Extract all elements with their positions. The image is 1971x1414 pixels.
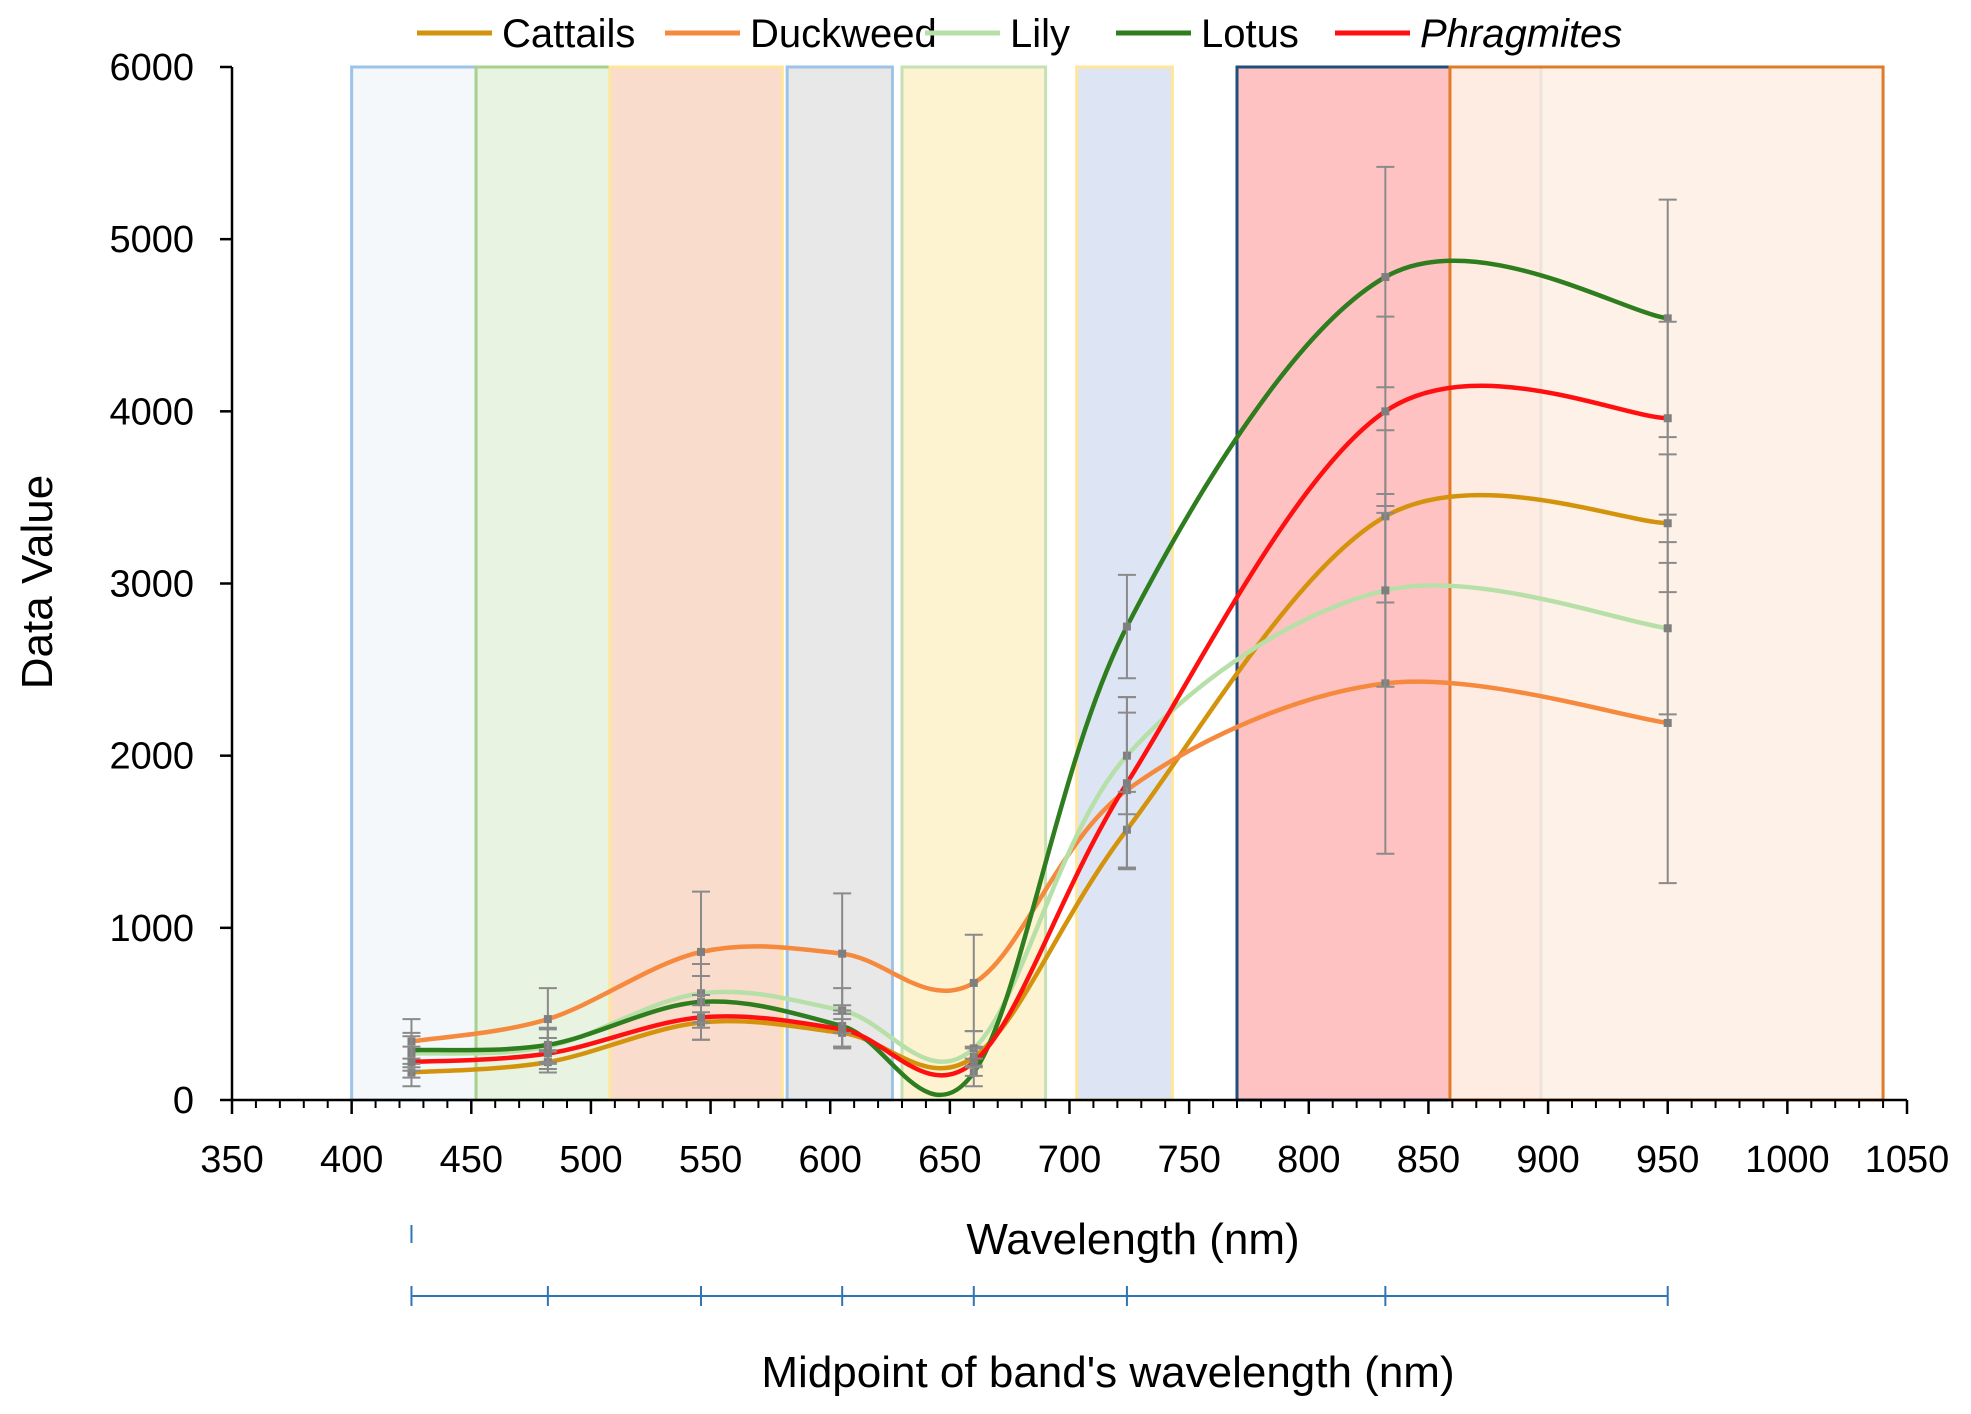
y-tick-label: 0: [173, 1080, 194, 1122]
legend-label-lotus: Lotus: [1201, 12, 1299, 56]
legend-label-duckweed: Duckweed: [750, 12, 937, 56]
band-rectangles: [350, 65, 1885, 1102]
x-tick-label: 900: [1516, 1139, 1579, 1181]
legend-label-phragmites: Phragmites: [1420, 12, 1622, 56]
x-tick-label: 500: [559, 1139, 622, 1181]
x-tick-label: 750: [1157, 1139, 1220, 1181]
y-tick-label: 4000: [109, 391, 194, 433]
data-point: [1381, 586, 1390, 595]
band-2: [474, 65, 612, 1102]
x-tick-label: 1000: [1745, 1139, 1830, 1181]
y-tick-label: 6000: [109, 47, 194, 89]
x-tick-label: 950: [1636, 1139, 1699, 1181]
data-point: [407, 1058, 416, 1067]
y-tick-label: 3000: [109, 564, 194, 606]
data-point: [1122, 779, 1131, 788]
data-point: [1663, 414, 1672, 423]
data-point: [969, 978, 978, 987]
data-point: [543, 1049, 552, 1058]
data-point: [1381, 273, 1390, 282]
x-tick-label: 350: [200, 1139, 263, 1181]
data-point: [697, 947, 705, 956]
legend: Cattails Duckweed Lily Lotus Phragmites: [417, 12, 1622, 56]
x-tick-label: 850: [1397, 1139, 1460, 1181]
legend-label-cattails: Cattails: [502, 12, 635, 56]
secondary-x-axis-title: Midpoint of band's wavelength (nm): [761, 1348, 1454, 1397]
x-tick-label: 1050: [1865, 1139, 1950, 1181]
x-tick-label: 400: [320, 1139, 383, 1181]
data-point: [969, 1058, 978, 1067]
data-point: [1381, 407, 1390, 416]
data-point: [697, 1013, 705, 1022]
data-point: [543, 1015, 552, 1024]
band-4: [785, 65, 894, 1102]
x-tick-label: 550: [679, 1139, 742, 1181]
data-point: [1122, 622, 1131, 631]
y-tick-label: 1000: [109, 908, 194, 950]
data-point: [1663, 718, 1672, 727]
y-axis-title: Data Value: [13, 475, 62, 689]
x-tick-label: 450: [440, 1139, 503, 1181]
x-tick-label: 700: [1038, 1139, 1101, 1181]
band-8: [1448, 65, 1885, 1102]
error-bars: [402, 165, 1677, 1088]
data-point: [1663, 624, 1672, 633]
band-1: [350, 65, 478, 1102]
band-3: [608, 65, 784, 1102]
x-tick-label: 600: [799, 1139, 862, 1181]
data-point: [838, 949, 847, 958]
x-tick-label: 800: [1277, 1139, 1340, 1181]
legend-label-lily: Lily: [1010, 12, 1070, 56]
data-point: [1663, 314, 1672, 323]
data-point: [838, 1025, 847, 1034]
y-tick-label: 5000: [109, 219, 194, 261]
data-point: [1663, 519, 1672, 528]
band-6: [1075, 65, 1174, 1102]
x-axis-title: Wavelength (nm): [966, 1215, 1299, 1264]
x-tick-label: 650: [918, 1139, 981, 1181]
y-tick-label: 2000: [109, 736, 194, 778]
axes: 0 1000 2000 3000 4000 5000 6000 350 400 450 500 550…: [109, 47, 1949, 1306]
